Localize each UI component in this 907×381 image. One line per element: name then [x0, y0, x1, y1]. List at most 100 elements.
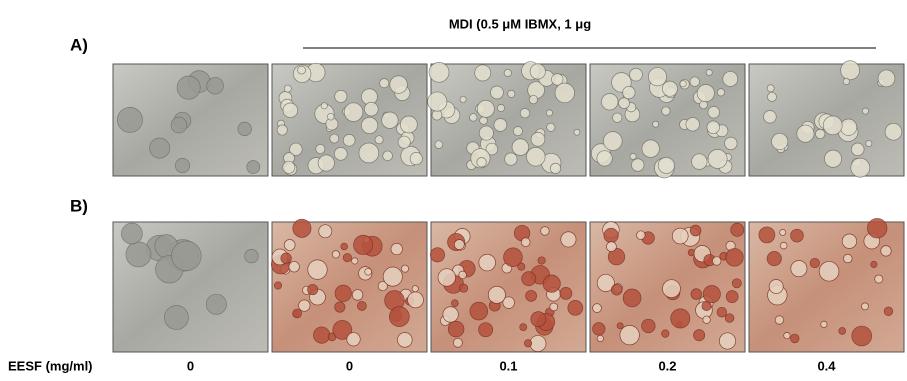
cell: [726, 291, 738, 303]
cell: [623, 86, 635, 98]
cell: [410, 152, 422, 164]
cell: [680, 81, 686, 87]
micrograph: [113, 222, 268, 352]
cell: [780, 229, 786, 235]
cell: [332, 251, 339, 258]
cell: [150, 138, 170, 158]
cell: [530, 64, 545, 79]
micrograph: [113, 64, 268, 176]
cell: [319, 225, 332, 238]
cell: [767, 251, 781, 265]
cell: [717, 307, 727, 317]
cell: [541, 227, 550, 236]
cell: [298, 66, 306, 74]
cell: [561, 232, 576, 247]
cell: [352, 258, 358, 264]
cell: [391, 243, 403, 255]
cell: [308, 284, 318, 294]
cell: [283, 161, 295, 173]
cell: [299, 300, 310, 311]
cell: [550, 163, 560, 173]
cell: [334, 147, 347, 160]
cell: [568, 300, 583, 315]
cell: [429, 62, 449, 82]
cell: [560, 287, 572, 299]
cell: [313, 327, 329, 343]
micrograph: [749, 218, 904, 352]
cell: [662, 81, 677, 96]
cell: [732, 279, 741, 288]
cell: [597, 151, 612, 166]
cell: [546, 110, 552, 116]
cell: [121, 223, 142, 244]
cell: [470, 302, 488, 320]
cell: [861, 303, 868, 310]
cell: [672, 228, 688, 244]
cell: [555, 83, 575, 103]
cell: [843, 254, 852, 263]
cell: [712, 257, 721, 266]
cell: [843, 78, 850, 85]
cell: [867, 218, 887, 238]
cell: [791, 229, 804, 242]
cell: [547, 123, 555, 131]
cell: [690, 225, 701, 236]
cell: [435, 141, 443, 149]
cell: [840, 119, 856, 135]
cell: [177, 76, 200, 99]
cell: [529, 95, 537, 103]
cell: [171, 117, 187, 133]
micrograph: [590, 64, 745, 178]
cell: [117, 107, 142, 132]
cell: [335, 285, 351, 301]
cell: [775, 316, 784, 325]
cell: [308, 260, 328, 280]
cell: [691, 289, 702, 300]
cell: [357, 301, 366, 310]
micrograph: [430, 222, 586, 352]
cell: [383, 267, 402, 286]
cell: [662, 107, 670, 115]
cell: [512, 139, 529, 156]
cell: [479, 254, 496, 271]
cell: [344, 103, 363, 122]
cell: [318, 155, 334, 171]
cell: [543, 275, 560, 292]
cell: [767, 92, 776, 101]
cell: [708, 149, 727, 168]
cell: [662, 330, 669, 337]
cell: [443, 307, 458, 322]
cell: [347, 333, 360, 346]
condition-label: 0.1: [499, 358, 517, 373]
cell: [401, 265, 408, 272]
cell: [281, 253, 292, 264]
cell: [662, 280, 680, 298]
cell: [769, 279, 783, 293]
cell: [702, 301, 711, 310]
cell: [430, 248, 444, 262]
cell: [398, 136, 410, 148]
cell: [790, 334, 799, 343]
cell: [839, 327, 846, 334]
cell: [604, 228, 618, 242]
cell: [284, 240, 295, 251]
cell: [284, 85, 291, 92]
figure-canvas: MDI (0.5 μM IBMX, 1 μg A) B) EESF (mg/ml…: [0, 0, 907, 381]
cell: [238, 122, 252, 136]
cell: [878, 70, 895, 87]
cell: [522, 272, 536, 286]
cell: [448, 321, 464, 337]
cell: [428, 92, 447, 111]
cell: [797, 125, 814, 142]
cell: [408, 292, 424, 308]
cell: [380, 79, 389, 88]
micrograph: [271, 219, 427, 352]
cell: [274, 282, 281, 289]
cell: [361, 117, 377, 133]
x-axis-label: EESF (mg/ml): [8, 358, 93, 373]
cell: [245, 249, 259, 263]
cell: [488, 286, 505, 303]
cell: [475, 65, 491, 81]
cell: [480, 117, 488, 125]
cell: [491, 86, 504, 99]
